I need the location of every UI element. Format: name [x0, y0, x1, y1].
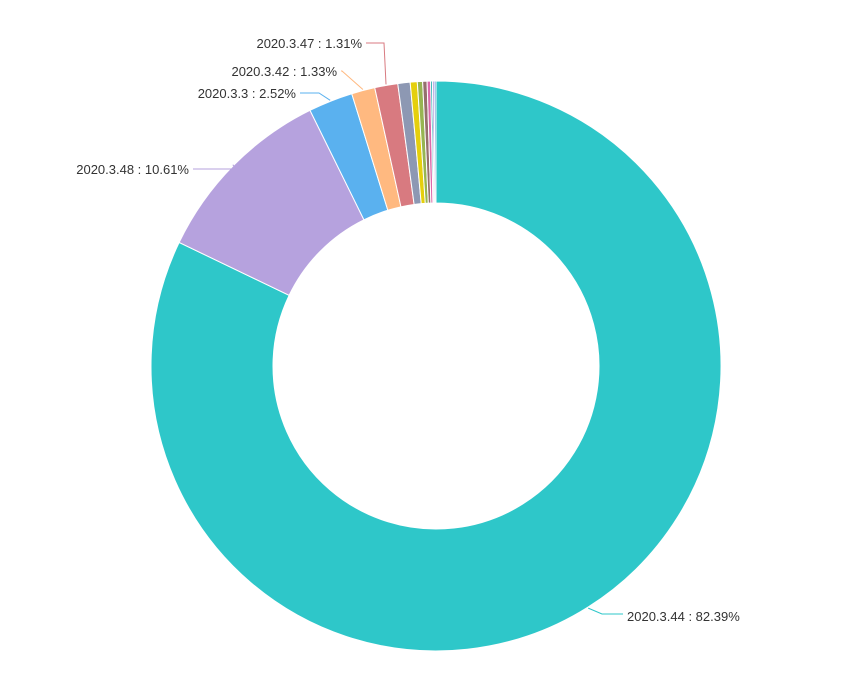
slice-label-2020-3-42: 2020.3.42 : 1.33% — [231, 64, 337, 79]
labels-layer: 2020.3.44 : 82.39% 2020.3.48 : 10.61% 2020… — [76, 36, 740, 624]
slice-label-2020-3-47: 2020.3.47 : 1.31% — [256, 36, 362, 51]
donut-slice-12[interactable] — [433, 80, 437, 204]
leader-line-2020-3-3 — [300, 92, 331, 101]
leader-line-2020-3-48 — [193, 164, 237, 170]
leader-line-2020-3-44 — [588, 607, 623, 615]
leader-line-2020-3-42 — [341, 70, 364, 90]
slices-layer — [150, 80, 722, 652]
slice-label-2020-3-48: 2020.3.48 : 10.61% — [76, 162, 189, 177]
leader-line-2020-3-47 — [366, 42, 387, 85]
slice-label-2020-3-44: 2020.3.44 : 82.39% — [627, 609, 740, 624]
donut-slice-2020-3-44[interactable] — [150, 80, 722, 652]
slice-label-2020-3-3: 2020.3.3 : 2.52% — [198, 86, 297, 101]
